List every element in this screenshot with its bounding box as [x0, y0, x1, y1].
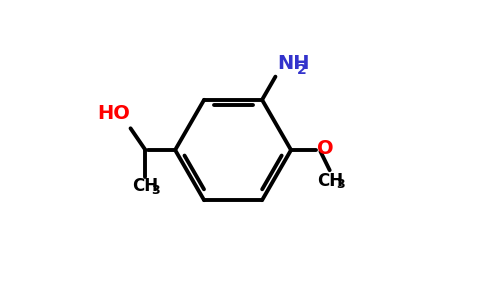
Text: 2: 2	[297, 63, 306, 77]
Text: 3: 3	[151, 184, 160, 196]
Text: CH: CH	[317, 172, 343, 190]
Text: HO: HO	[97, 104, 130, 123]
Text: CH: CH	[132, 177, 158, 195]
Text: 3: 3	[337, 178, 345, 191]
Text: NH: NH	[277, 54, 309, 73]
Text: O: O	[318, 139, 334, 158]
